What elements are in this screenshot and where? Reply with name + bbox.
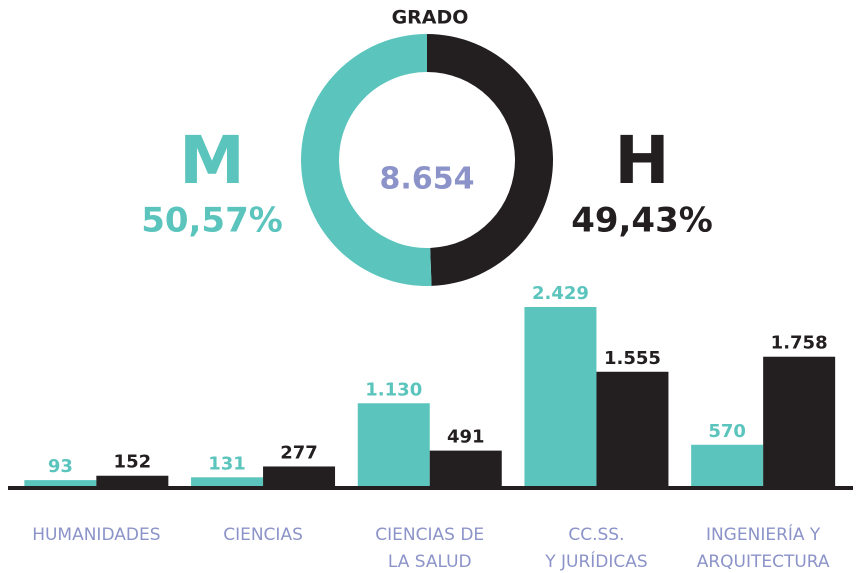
category-label: HUMANIDADES (32, 525, 161, 545)
donut-center-label: 8.654 (380, 162, 475, 197)
bar (191, 477, 264, 487)
bar (524, 307, 597, 487)
bar-value-label: 1.130 (365, 379, 422, 400)
bar (96, 475, 169, 487)
bar-value-label: 491 (447, 427, 485, 448)
bar (263, 466, 336, 487)
bar-value-label: 277 (280, 442, 318, 463)
bar (357, 403, 430, 487)
donut-segment (427, 34, 554, 286)
category-label: CC.SS. Y JURÍDICAS (545, 525, 648, 572)
chart-title: GRADO (392, 7, 469, 29)
donut-segment (301, 34, 432, 286)
bar (24, 480, 97, 487)
bar (429, 450, 502, 487)
percent-label: 50,57% (141, 201, 283, 241)
bar-value-label: 131 (208, 453, 246, 474)
percent-label: 49,43% (571, 201, 713, 241)
bar (763, 356, 836, 487)
baseline (8, 486, 853, 490)
bar-value-label: 2.429 (532, 283, 589, 304)
bar-value-label: 1.758 (771, 333, 828, 354)
category-label: CIENCIAS (223, 525, 303, 545)
category-label: INGENIERÍA Y ARQUITECTURA (696, 525, 830, 572)
bar-value-label: 152 (114, 452, 152, 473)
category-label: CIENCIAS DE LA SALUD (375, 525, 485, 572)
bar-value-label: 93 (48, 456, 73, 477)
legend-letter: H (614, 122, 669, 199)
bar (691, 444, 764, 487)
bar (596, 371, 669, 487)
bar-value-label: 1.555 (604, 348, 661, 369)
bar-value-label: 570 (708, 421, 746, 442)
legend-letter: M (179, 122, 245, 199)
